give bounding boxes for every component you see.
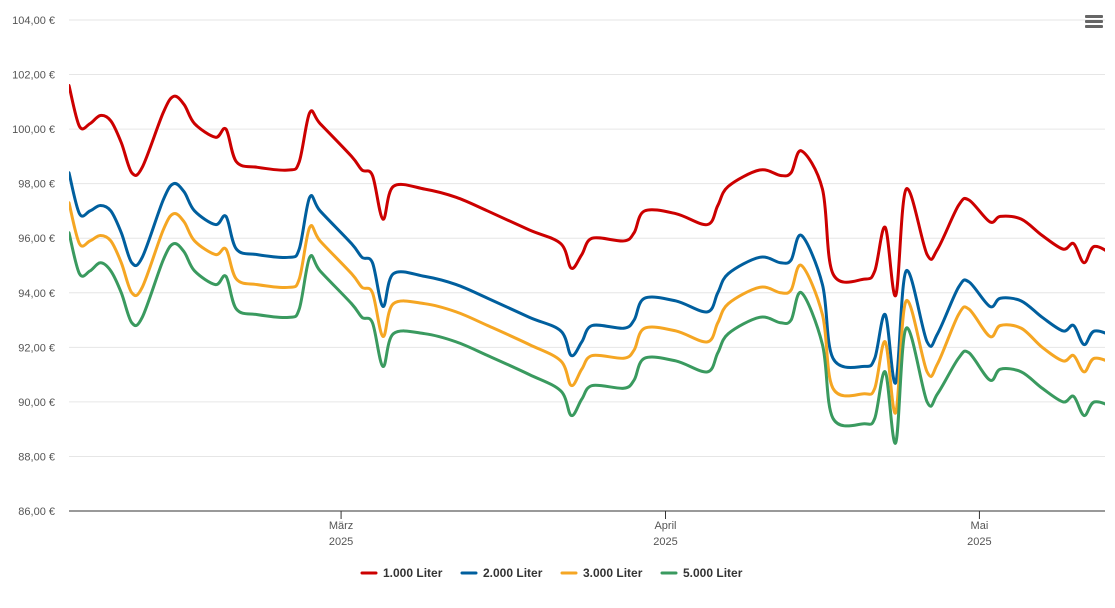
- series-line-1000liter-liter[interactable]: [69, 83, 1115, 333]
- y-tick-label: 104,00 €: [12, 15, 55, 27]
- x-tick-label: Mai: [971, 520, 989, 532]
- legend-label: 5.000 Liter: [683, 566, 743, 580]
- y-tick-label: 92,00 €: [18, 342, 55, 354]
- y-tick-label: 98,00 €: [18, 179, 55, 191]
- x-tick-year: 2025: [967, 536, 991, 548]
- y-axis: 86,00 € 88,00 € 90,00 € 92,00 € 94,00 € 96,00…: [12, 15, 55, 518]
- series-group: [69, 83, 1115, 487]
- x-tick-label: März: [329, 520, 353, 532]
- series-line-2000liter-liter[interactable]: [69, 171, 1115, 419]
- x-tick-year: 2025: [653, 536, 677, 548]
- legend-label: 2.000 Liter: [483, 566, 543, 580]
- y-tick-label: 100,00 €: [12, 124, 55, 136]
- y-tick-label: 94,00 €: [18, 288, 55, 300]
- x-tick-year: 2025: [329, 536, 353, 548]
- series-line-3000liter-liter[interactable]: [69, 201, 1115, 446]
- series-line-5000liter-liter[interactable]: [69, 231, 1115, 487]
- y-tick-label: 96,00 €: [18, 233, 55, 245]
- legend-item[interactable]: 5.000 Liter: [660, 566, 743, 580]
- legend-label: 3.000 Liter: [583, 566, 643, 580]
- y-tick-label: 102,00 €: [12, 70, 55, 82]
- x-axis: März 2025 April 2025 Mai 2025: [69, 510, 1105, 548]
- y-tick-label: 86,00 €: [18, 506, 55, 518]
- x-tick-label: April: [654, 520, 676, 532]
- y-tick-label: 90,00 €: [18, 397, 55, 409]
- hamburger-menu-icon[interactable]: [1085, 15, 1103, 28]
- y-tick-label: 88,00 €: [18, 451, 55, 463]
- grid-lines: [69, 19, 1105, 457]
- legend-item[interactable]: 1.000 Liter: [360, 566, 443, 580]
- legend-item[interactable]: 2.000 Liter: [460, 566, 543, 580]
- legend-label: 1.000 Liter: [383, 566, 443, 580]
- legend-item[interactable]: 3.000 Liter: [560, 566, 643, 580]
- legend: 1.000 Liter 2.000 Liter 3.000 Liter 5.000 L…: [360, 566, 743, 580]
